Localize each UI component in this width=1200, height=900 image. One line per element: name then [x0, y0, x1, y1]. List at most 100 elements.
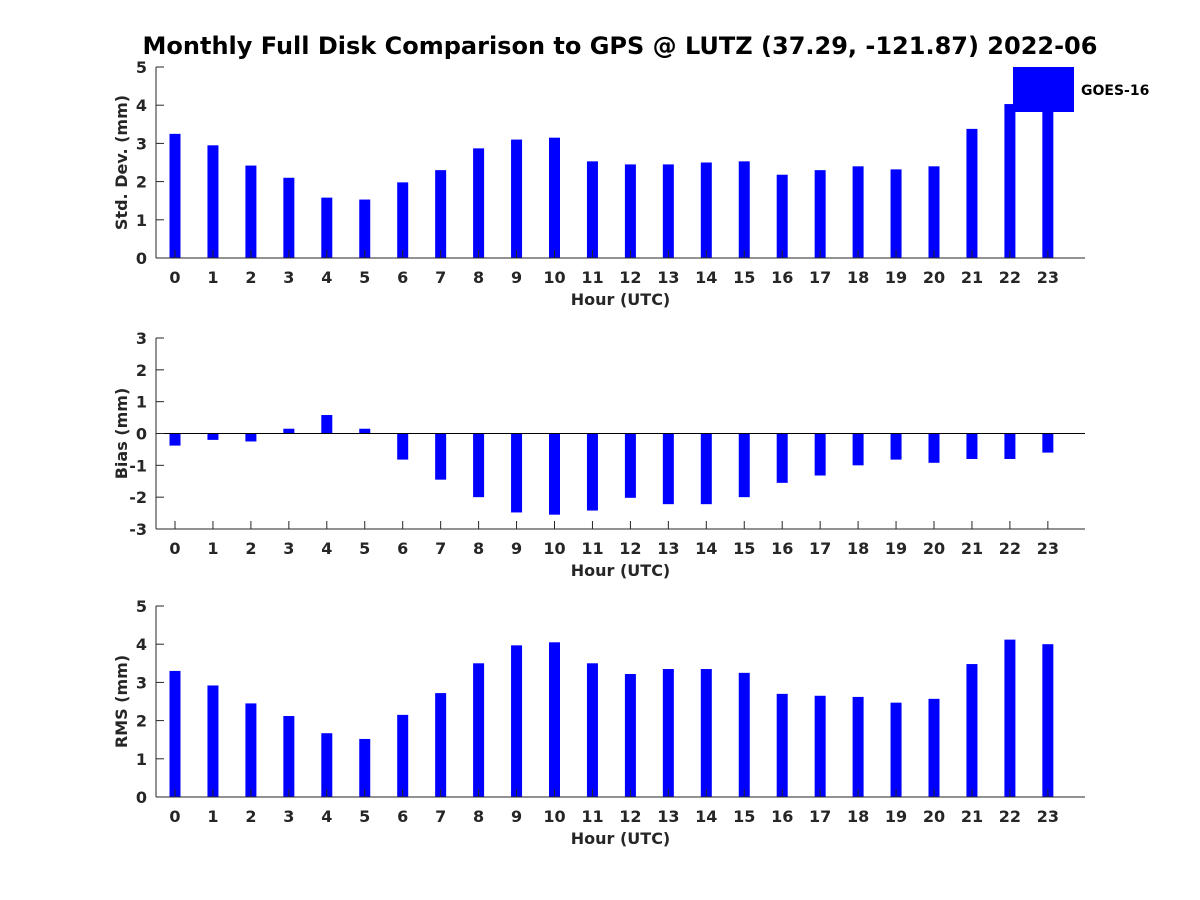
- rms-bar-8: [473, 663, 485, 797]
- rms-bar-19: [890, 702, 902, 797]
- rms-xtick-label: 13: [657, 807, 679, 826]
- bias-ylabel: Bias (mm): [112, 388, 131, 480]
- bias-bar-18: [852, 433, 864, 466]
- rms-bar-15: [738, 672, 750, 797]
- rms-ytick-label: 3: [136, 673, 147, 692]
- std-xtick-label: 1: [207, 268, 218, 287]
- rms-xtick-label: 23: [1037, 807, 1059, 826]
- rms-bar-5: [359, 738, 371, 797]
- bias-xtick-label: 23: [1037, 539, 1059, 558]
- bias-bar-8: [473, 433, 485, 498]
- rms-bar-23: [1042, 644, 1054, 797]
- rms-xtick-label: 10: [543, 807, 565, 826]
- bias-xtick-label: 5: [359, 539, 370, 558]
- std-xtick-label: 3: [283, 268, 294, 287]
- bias-xtick-label: 16: [771, 539, 793, 558]
- bias-ytick-label: 0: [136, 425, 147, 444]
- std-xtick-label: 2: [245, 268, 256, 287]
- std-xlabel: Hour (UTC): [571, 290, 671, 309]
- bias-xtick-label: 9: [511, 539, 522, 558]
- std-ytick-label: 5: [136, 58, 147, 77]
- bias-bar-12: [624, 433, 636, 498]
- bias-bar-2: [245, 433, 257, 442]
- std-bar-7: [435, 170, 447, 258]
- bias-bar-6: [397, 433, 409, 460]
- bias-xtick-label: 17: [809, 539, 831, 558]
- rms-xtick-label: 0: [169, 807, 180, 826]
- rms-bar-10: [549, 642, 560, 797]
- bias-bar-23: [1042, 433, 1054, 453]
- bias-bar-19: [890, 433, 902, 460]
- std-bar-9: [511, 139, 523, 258]
- rms-bar-14: [700, 669, 712, 797]
- rms-xtick-label: 8: [473, 807, 484, 826]
- rms-xtick-label: 14: [695, 807, 717, 826]
- std-xtick-label: 15: [733, 268, 755, 287]
- rms-bar-1: [207, 685, 219, 797]
- std-bar-12: [624, 164, 636, 258]
- rms-xtick-label: 19: [885, 807, 907, 826]
- std-xtick-label: 18: [847, 268, 869, 287]
- bias-bar-0: [169, 433, 181, 446]
- bias-ytick-label: 2: [136, 361, 147, 380]
- rms-ylabel: RMS (mm): [112, 655, 131, 748]
- std-bar-22: [1004, 104, 1016, 258]
- std-xtick-label: 0: [169, 268, 180, 287]
- bias-xtick-label: 14: [695, 539, 717, 558]
- bias-xtick-label: 7: [435, 539, 446, 558]
- bias-bar-3: [283, 428, 295, 434]
- bias-xtick-label: 19: [885, 539, 907, 558]
- rms-xtick-label: 16: [771, 807, 793, 826]
- rms-xtick-label: 3: [283, 807, 294, 826]
- std-bar-21: [966, 128, 978, 258]
- bias-bar-20: [928, 433, 940, 463]
- bias-bar-5: [359, 428, 371, 434]
- std-bar-2: [245, 165, 257, 258]
- bias-xtick-label: 4: [321, 539, 332, 558]
- std-bar-15: [738, 161, 750, 258]
- bias-bar-17: [814, 433, 826, 476]
- rms-ytick-label: 5: [136, 597, 147, 616]
- std-xtick-label: 13: [657, 268, 679, 287]
- std-bar-19: [890, 169, 902, 258]
- std-xtick-label: 8: [473, 268, 484, 287]
- std-bar-20: [928, 166, 940, 258]
- rms-bar-6: [397, 714, 409, 797]
- rms-bar-21: [966, 664, 978, 797]
- bias-xtick-label: 2: [245, 539, 256, 558]
- std-bar-1: [207, 145, 219, 258]
- std-ylabel: Std. Dev. (mm): [112, 95, 131, 230]
- bias-xtick-label: 21: [961, 539, 983, 558]
- bias-xtick-label: 10: [543, 539, 565, 558]
- bias-bar-9: [511, 433, 523, 513]
- chart-title: Monthly Full Disk Comparison to GPS @ LU…: [143, 32, 1098, 60]
- std-xtick-label: 20: [923, 268, 945, 287]
- rms-xtick-label: 15: [733, 807, 755, 826]
- bias-xtick-label: 0: [169, 539, 180, 558]
- rms-ytick-label: 1: [136, 750, 147, 769]
- rms-xtick-label: 5: [359, 807, 370, 826]
- rms-xtick-label: 22: [999, 807, 1021, 826]
- rms-xtick-label: 11: [581, 807, 603, 826]
- bias-bar-11: [586, 433, 598, 511]
- bias-ytick-label: -2: [129, 488, 147, 507]
- bias-xtick-label: 20: [923, 539, 945, 558]
- std-xtick-label: 10: [543, 268, 565, 287]
- std-ytick-label: 1: [136, 211, 147, 230]
- rms-ytick-label: 0: [136, 788, 147, 807]
- bias-xtick-label: 13: [657, 539, 679, 558]
- bias-bar-14: [700, 433, 712, 505]
- std-bar-8: [473, 148, 485, 258]
- std-bar-11: [586, 161, 598, 258]
- std-xtick-label: 22: [999, 268, 1021, 287]
- rms-bar-7: [435, 693, 447, 797]
- rms-bar-12: [624, 674, 636, 797]
- rms-xtick-label: 17: [809, 807, 831, 826]
- rms-bar-22: [1004, 639, 1016, 797]
- std-xtick-label: 14: [695, 268, 717, 287]
- std-bar-4: [321, 197, 333, 258]
